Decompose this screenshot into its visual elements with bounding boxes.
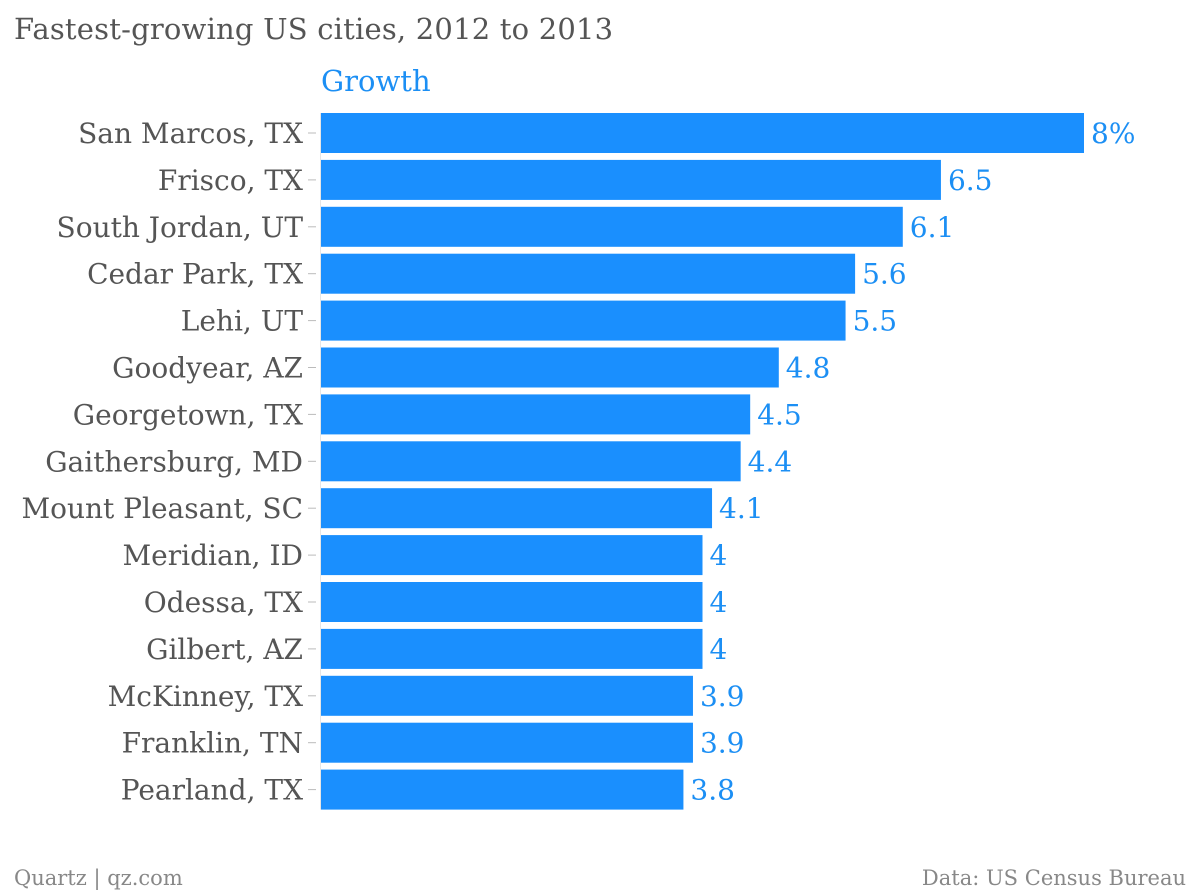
bar xyxy=(321,206,903,247)
category-label: San Marcos, TX xyxy=(78,117,303,150)
bar xyxy=(321,582,703,622)
category-label: Lehi, UT xyxy=(181,305,304,338)
data-label: 4.8 xyxy=(786,352,831,385)
category-label: South Jordan, UT xyxy=(57,211,304,244)
data-label: 4.5 xyxy=(757,398,802,431)
data-label: 3.9 xyxy=(700,680,745,713)
data-label: 4 xyxy=(710,586,728,619)
data-label: 4.1 xyxy=(719,492,764,525)
chart-title: Fastest-growing US cities, 2012 to 2013 xyxy=(14,12,614,46)
data-label: 4 xyxy=(710,539,728,572)
data-label: 3.8 xyxy=(690,774,735,807)
category-label: Odessa, TX xyxy=(144,586,303,619)
bar xyxy=(321,394,751,435)
category-label: Gilbert, AZ xyxy=(146,633,303,666)
bar xyxy=(321,441,741,482)
category-label: Frisco, TX xyxy=(158,164,303,197)
data-label: 8% xyxy=(1091,117,1135,150)
data-label: 5.5 xyxy=(853,305,898,338)
category-label: Pearland, TX xyxy=(121,774,303,807)
bar xyxy=(321,675,693,716)
category-label: Franklin, TN xyxy=(122,727,303,760)
data-label: 5.6 xyxy=(862,258,907,291)
bar xyxy=(321,159,941,200)
category-label: Goodyear, AZ xyxy=(112,352,303,385)
bar xyxy=(321,347,779,388)
data-source: Data: US Census Bureau xyxy=(921,866,1186,890)
data-label: 6.5 xyxy=(948,164,993,197)
data-label: 4.4 xyxy=(748,445,793,478)
bar xyxy=(321,769,684,810)
bar xyxy=(321,253,856,294)
category-label: Cedar Park, TX xyxy=(87,258,303,291)
series-label-growth: Growth xyxy=(321,64,431,98)
category-label: Georgetown, TX xyxy=(73,398,303,431)
category-label: Mount Pleasant, SC xyxy=(21,492,303,525)
bar xyxy=(321,722,693,763)
category-label: Gaithersburg, MD xyxy=(45,445,303,478)
data-label: 6.1 xyxy=(910,211,955,244)
category-label: Meridian, ID xyxy=(123,539,304,572)
bar xyxy=(321,628,703,669)
category-label: McKinney, TX xyxy=(108,680,303,713)
bar xyxy=(321,300,846,341)
source-credit: Quartz | qz.com xyxy=(14,866,183,890)
bar xyxy=(321,113,1084,153)
data-label: 4 xyxy=(710,633,728,666)
bar xyxy=(321,535,703,576)
bar xyxy=(321,488,713,529)
data-label: 3.9 xyxy=(700,727,745,760)
